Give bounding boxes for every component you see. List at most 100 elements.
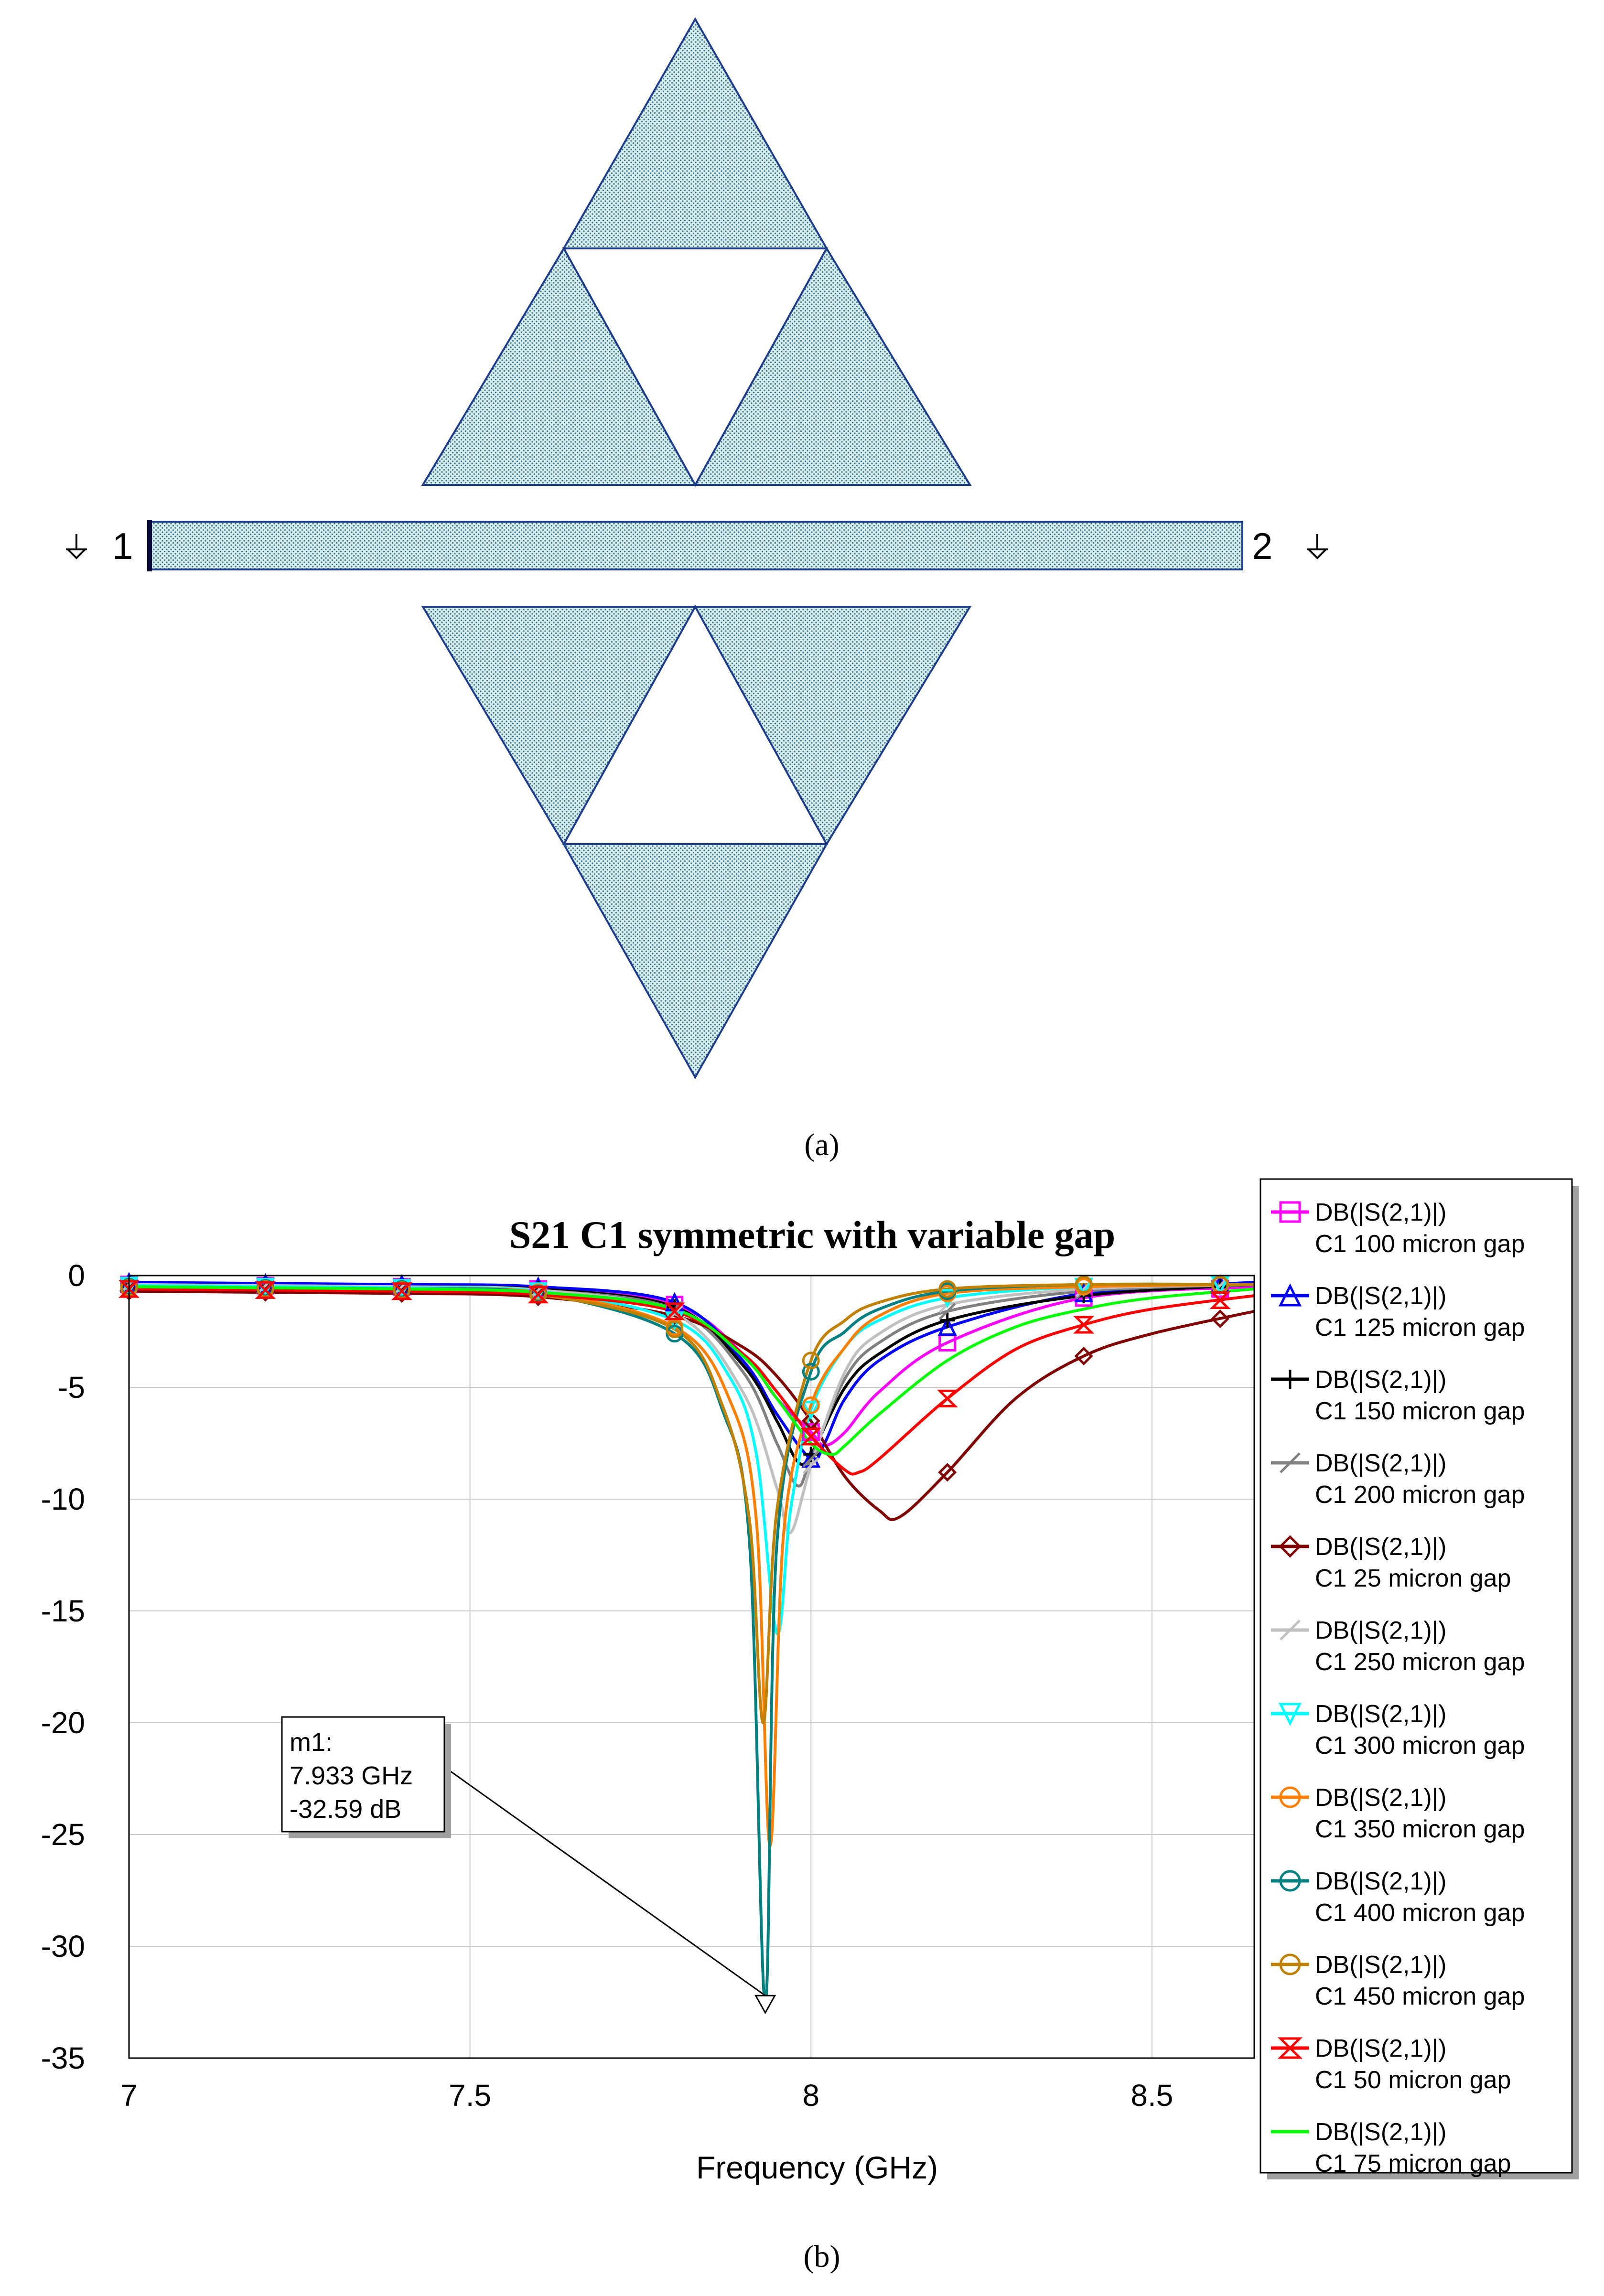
hourglass-marker (937, 1389, 958, 1407)
hourglass-marker (255, 1281, 276, 1299)
x-tick-label: 7 (120, 2078, 138, 2113)
port-2-label: 2 (1252, 525, 1272, 567)
plus-marker (939, 1312, 955, 1328)
top-triangle-apex (562, 17, 829, 249)
circle-marker (802, 1352, 820, 1370)
slash-marker (257, 1277, 274, 1294)
circle-marker (802, 1396, 820, 1414)
x-tick-label: 8.5 (1130, 2078, 1173, 2113)
legend-series-name: DB(|S(2,1)|) (1315, 1533, 1447, 1561)
y-tick-label: -35 (41, 2041, 86, 2075)
plot-frame (128, 1275, 1255, 2059)
slash-marker (1280, 1452, 1301, 1473)
hourglass-marker (800, 1427, 822, 1446)
circle-marker (666, 1320, 684, 1338)
y-tick-labels: 0 -5 -10 -15 -20 -25 -30 -35 (41, 1258, 86, 2075)
legend-series-label: C1 100 micron gap (1315, 1230, 1525, 1258)
legend-series-name: DB(|S(2,1)|) (1315, 1617, 1447, 1644)
legend-series-name: DB(|S(2,1)|) (1315, 2118, 1447, 2146)
circle-marker (1075, 1276, 1093, 1294)
diamond-marker (1211, 1309, 1230, 1329)
legend-series-name: DB(|S(2,1)|) (1315, 1366, 1447, 1394)
diamond-marker (938, 1463, 957, 1482)
triangle-down-marker (1278, 1703, 1302, 1726)
series-line (129, 1281, 1255, 1462)
bottom-center-gap (562, 604, 829, 845)
plus-marker (1281, 1370, 1300, 1389)
circle-marker (1279, 1953, 1301, 1975)
x-axis-label: Frequency (GHz) (696, 2150, 938, 2185)
triangle-down-marker (801, 1401, 821, 1420)
marker-name: m1: (290, 1728, 333, 1757)
legend-series-name: DB(|S(2,1)|) (1315, 1867, 1447, 1895)
port-1-edge (147, 520, 152, 571)
circle-marker (666, 1325, 684, 1343)
slash-marker (1280, 1620, 1301, 1641)
legend-series-label: C1 450 micron gap (1315, 1983, 1525, 2010)
y-tick-label: -5 (58, 1370, 85, 1405)
marker-leader-line (438, 1762, 766, 1996)
top-center-gap (562, 247, 829, 487)
legend-series-name: DB(|S(2,1)|) (1315, 1449, 1447, 1477)
y-tick-label: -30 (41, 1929, 86, 1963)
hourglass-marker (391, 1282, 412, 1300)
legend-series-name: DB(|S(2,1)|) (1315, 1199, 1447, 1226)
hourglass-marker (118, 1280, 140, 1298)
y-tick-label: -10 (41, 1482, 86, 1516)
plot-area (129, 1276, 1254, 2058)
x-tick-label: 8 (802, 2078, 819, 2113)
y-tick-label: -20 (41, 1706, 86, 1740)
legend-series-label: C1 125 micron gap (1315, 1314, 1525, 1341)
legend-series-name: DB(|S(2,1)|) (1315, 1282, 1447, 1310)
series-markers (118, 1272, 1231, 1482)
y-tick-label: -25 (41, 1817, 86, 1852)
chart-title: S21 C1 symmetric with variable gap (509, 1213, 1116, 1256)
caption-a: (a) (804, 1127, 839, 1162)
slash-marker (393, 1278, 410, 1296)
legend-series-label: C1 50 micron gap (1315, 2066, 1511, 2094)
s21-chart: 0 -5 -10 -15 -20 -25 -30 -35 7 7.5 8 8.5 S21 C1 sy… (41, 1178, 1579, 2185)
legend-series-label: C1 250 micron gap (1315, 1648, 1525, 1676)
marker-freq: 7.933 GHz (290, 1761, 413, 1790)
slash-marker (802, 1450, 820, 1468)
circle-marker (1279, 1786, 1301, 1808)
layout-drawing: 1 2 (66, 17, 1328, 1080)
legend-series-label: C1 400 micron gap (1315, 1899, 1525, 1927)
legend-series-label: C1 200 micron gap (1315, 1481, 1525, 1509)
hourglass-marker (664, 1302, 685, 1320)
marker-m1: m1: 7.933 GHz -32.59 dB (281, 1716, 776, 2015)
legend-series-name: DB(|S(2,1)|) (1315, 1784, 1447, 1812)
legend-series-label: C1 150 micron gap (1315, 1397, 1525, 1425)
series-curves (129, 1281, 1255, 2006)
hourglass-marker (1277, 2037, 1303, 2059)
y-tick-label: 0 (68, 1258, 85, 1293)
slash-marker (938, 1303, 956, 1320)
marker-m1-triangle (754, 1995, 776, 2015)
legend-box (1260, 1178, 1573, 2174)
legend-series-label: C1 300 micron gap (1315, 1732, 1525, 1760)
legend-series-label: C1 350 micron gap (1315, 1815, 1525, 1843)
legend-series-name: DB(|S(2,1)|) (1315, 2035, 1447, 2062)
marker-box (281, 1716, 445, 1833)
port-1-label: 1 (112, 525, 133, 567)
ground-icon-left (66, 534, 87, 559)
through-line (150, 521, 1243, 570)
legend-series-label: C1 75 micron gap (1315, 2150, 1511, 2178)
circle-marker (938, 1280, 957, 1298)
bottom-triangle-apex (562, 843, 829, 1080)
slash-marker (802, 1457, 820, 1474)
square-marker (1279, 1201, 1301, 1223)
legend: DB(|S(2,1)|) C1 100 micron gap DB(|S(2,1)|… (1271, 1199, 1525, 2178)
caption-b: (b) (804, 2239, 840, 2274)
diamond-marker (1074, 1346, 1093, 1366)
ground-icon-right (1307, 534, 1328, 559)
triangle-marker (937, 1317, 957, 1336)
marker-value: -32.59 dB (290, 1795, 401, 1824)
hourglass-marker (527, 1286, 549, 1304)
circle-marker (1279, 1870, 1301, 1892)
legend-series-name: DB(|S(2,1)|) (1315, 1700, 1447, 1728)
diamond-marker (1279, 1535, 1302, 1558)
hourglass-marker (1209, 1291, 1231, 1309)
hourglass-marker (1073, 1316, 1095, 1334)
x-tick-label: 7.5 (449, 2078, 491, 2113)
